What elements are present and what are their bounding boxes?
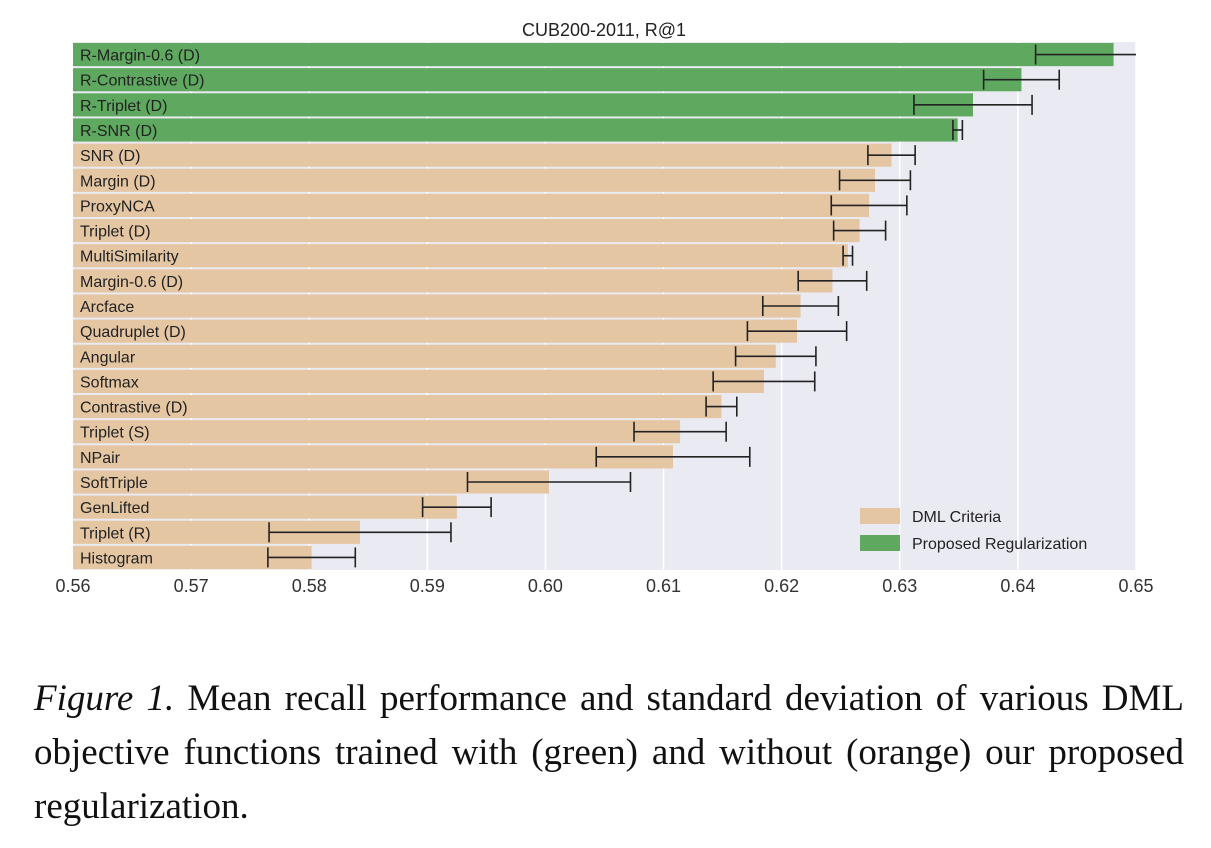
error-bars: [267, 44, 1136, 568]
bar: [73, 244, 848, 268]
chart-title: CUB200-2011, R@1: [522, 20, 686, 40]
error-bar: [867, 145, 916, 166]
bar: [73, 369, 764, 393]
bar: [73, 68, 1022, 92]
x-tick-label: 0.63: [882, 576, 917, 596]
legend: DML Criteria Proposed Regularization: [860, 508, 1087, 553]
bar: [73, 93, 974, 117]
legend-swatch-proposed-regularization: [860, 535, 900, 551]
bar: [73, 143, 892, 167]
error-bar: [466, 472, 632, 492]
bar: [73, 520, 361, 544]
error-bar: [797, 270, 868, 291]
legend-swatch-dml-criteria: [860, 508, 900, 524]
bars: [73, 43, 1114, 569]
error-bar: [734, 346, 817, 367]
x-tick-label: 0.62: [764, 576, 799, 596]
error-bar: [982, 69, 1061, 90]
bar-label: Contrastive (D): [80, 400, 188, 417]
bar: [73, 545, 312, 569]
x-tick-label: 0.58: [292, 576, 327, 596]
x-tick-label: 0.57: [174, 576, 209, 596]
bar-label: NPair: [80, 450, 121, 467]
bar: [73, 43, 1114, 67]
bar-label: MultiSimilarity: [80, 249, 179, 266]
error-bar: [913, 94, 1033, 115]
x-tick-label: 0.65: [1118, 576, 1153, 596]
bar-label: SoftTriple: [80, 475, 148, 492]
bar-label: R-Triplet (D): [80, 98, 167, 115]
error-bar: [705, 396, 738, 417]
figure-caption: Figure 1. Mean recall performance and st…: [34, 672, 1184, 834]
bar: [73, 470, 549, 494]
error-bar: [421, 497, 492, 518]
error-bar: [595, 446, 751, 467]
error-bar: [830, 195, 908, 216]
bar: [73, 294, 801, 318]
x-tick-label: 0.64: [1000, 576, 1035, 596]
x-axis-ticks: 0.56 0.57 0.58 0.59 0.60 0.61 0.62 0.63 0.64 0.65: [55, 576, 1153, 596]
bar: [73, 193, 870, 217]
bar: [73, 420, 681, 444]
error-bar: [832, 220, 887, 241]
bar-label: Margin (D): [80, 173, 156, 190]
error-bar: [1034, 44, 1136, 65]
bar-label: Softmax: [80, 374, 139, 391]
bar: [73, 344, 776, 368]
error-bar: [268, 522, 452, 543]
bar: [73, 495, 457, 519]
bar-label: Angular: [80, 349, 136, 366]
error-bar: [838, 170, 912, 191]
error-bar: [267, 547, 357, 568]
bar-labels: R-Margin-0.6 (D) R-Contrastive (D) R-Tripl…: [80, 48, 204, 568]
error-bar: [952, 120, 964, 140]
bar-label: Quadruplet (D): [80, 324, 186, 341]
bar-label: SNR (D): [80, 148, 140, 165]
bar: [73, 395, 722, 419]
legend-label-dml-criteria: DML Criteria: [912, 509, 1001, 526]
bar-label: Triplet (D): [80, 224, 151, 241]
bar: [73, 319, 798, 343]
bar: [73, 118, 958, 142]
bar-label: Arcface: [80, 299, 134, 316]
x-tick-label: 0.60: [528, 576, 563, 596]
bar-label: Triplet (S): [80, 425, 150, 442]
bar-label: GenLifted: [80, 500, 149, 517]
bar: [73, 445, 674, 469]
bar: [73, 219, 860, 243]
bar-label: Triplet (R): [80, 525, 151, 542]
x-tick-label: 0.61: [646, 576, 681, 596]
bar-label: R-Margin-0.6 (D): [80, 48, 200, 65]
x-tick-label: 0.59: [410, 576, 445, 596]
error-bar: [633, 421, 727, 442]
error-bar: [842, 245, 854, 266]
bar-chart: R-Margin-0.6 (D) R-Contrastive (D) R-Tripl…: [55, 20, 1153, 596]
caption-figure-label: Figure 1.: [34, 678, 175, 719]
bar-label: R-Contrastive (D): [80, 73, 204, 90]
bar-label: Margin-0.6 (D): [80, 274, 183, 291]
error-bar: [712, 371, 816, 392]
bar-label: Histogram: [80, 550, 153, 567]
caption-text: Mean recall performance and standard dev…: [34, 678, 1184, 827]
legend-label-proposed-regularization: Proposed Regularization: [912, 536, 1087, 553]
error-bar: [761, 296, 840, 316]
bar: [73, 168, 875, 192]
bar-label: R-SNR (D): [80, 123, 157, 140]
error-bar: [746, 321, 848, 342]
bar: [73, 269, 833, 293]
bar-label: ProxyNCA: [80, 198, 155, 215]
x-tick-label: 0.56: [55, 576, 90, 596]
